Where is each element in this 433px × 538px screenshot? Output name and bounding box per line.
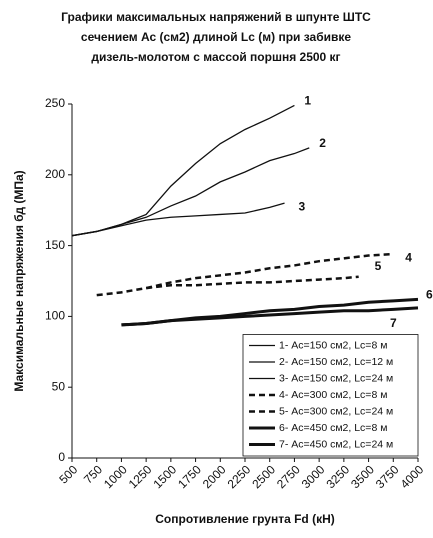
legend-label: 1- Ас=150 см2, Lc=8 м [279, 339, 387, 351]
x-tick-label: 3250 [323, 462, 352, 491]
x-axis-title: Сопротивление грунта Fd (кН) [155, 512, 334, 526]
line [121, 306, 419, 327]
x-tick-label: 3000 [299, 462, 328, 491]
line-end-label: 3 [299, 199, 306, 213]
chart-title: сечением Ас (см2) длиной Lc (м) при заби… [81, 30, 351, 44]
legend-label: 6- Ас=450 см2, Lc=8 м [279, 422, 387, 434]
line [71, 202, 285, 237]
x-tick-label: 2000 [200, 462, 229, 491]
y-tick-label: 0 [58, 450, 65, 464]
line [146, 275, 359, 290]
legend-label: 5- Ас=300 см2, Lc=24 м [279, 405, 393, 417]
y-tick-label: 250 [45, 96, 65, 110]
y-tick-label: 200 [45, 167, 65, 181]
x-tick-label: 3750 [373, 462, 402, 491]
line [96, 252, 394, 297]
legend-label: 3- Ас=150 см2, Lc=24 м [279, 372, 393, 384]
chart-title: Графики максимальных напряжений в шпунте… [61, 10, 371, 24]
y-tick-label: 50 [52, 379, 66, 393]
x-tick-label: 2750 [274, 462, 303, 491]
line-end-label: 4 [405, 250, 412, 264]
line-end-label: 5 [375, 259, 382, 273]
x-tick-label: 500 [56, 462, 80, 486]
x-tick-label: 2250 [225, 462, 254, 491]
legend-label: 7- Ас=450 см2, Lc=24 м [279, 438, 393, 450]
x-tick-label: 1250 [126, 462, 155, 491]
line-end-label: 6 [426, 288, 433, 302]
x-tick-label: 1750 [175, 462, 204, 491]
x-tick-label: 1000 [101, 462, 130, 491]
line-end-label: 1 [304, 94, 311, 108]
line [71, 147, 310, 237]
y-axis-title: Максимальные напряжения бд (МПа) [12, 170, 26, 391]
x-tick-label: 1500 [150, 462, 179, 491]
line-end-label: 7 [390, 316, 397, 330]
legend-label: 4- Ас=300 см2, Lc=8 м [279, 389, 387, 401]
line-end-label: 2 [319, 136, 326, 150]
x-tick-label: 2500 [249, 462, 278, 491]
x-tick-label: 3500 [348, 462, 377, 491]
x-tick-label: 4000 [398, 462, 427, 491]
legend-label: 2- Ас=150 см2, Lc=12 м [279, 356, 393, 368]
y-tick-label: 100 [45, 309, 65, 323]
chart-title: дизель-молотом с массой поршня 2500 кг [91, 50, 340, 64]
y-tick-label: 150 [45, 238, 65, 252]
